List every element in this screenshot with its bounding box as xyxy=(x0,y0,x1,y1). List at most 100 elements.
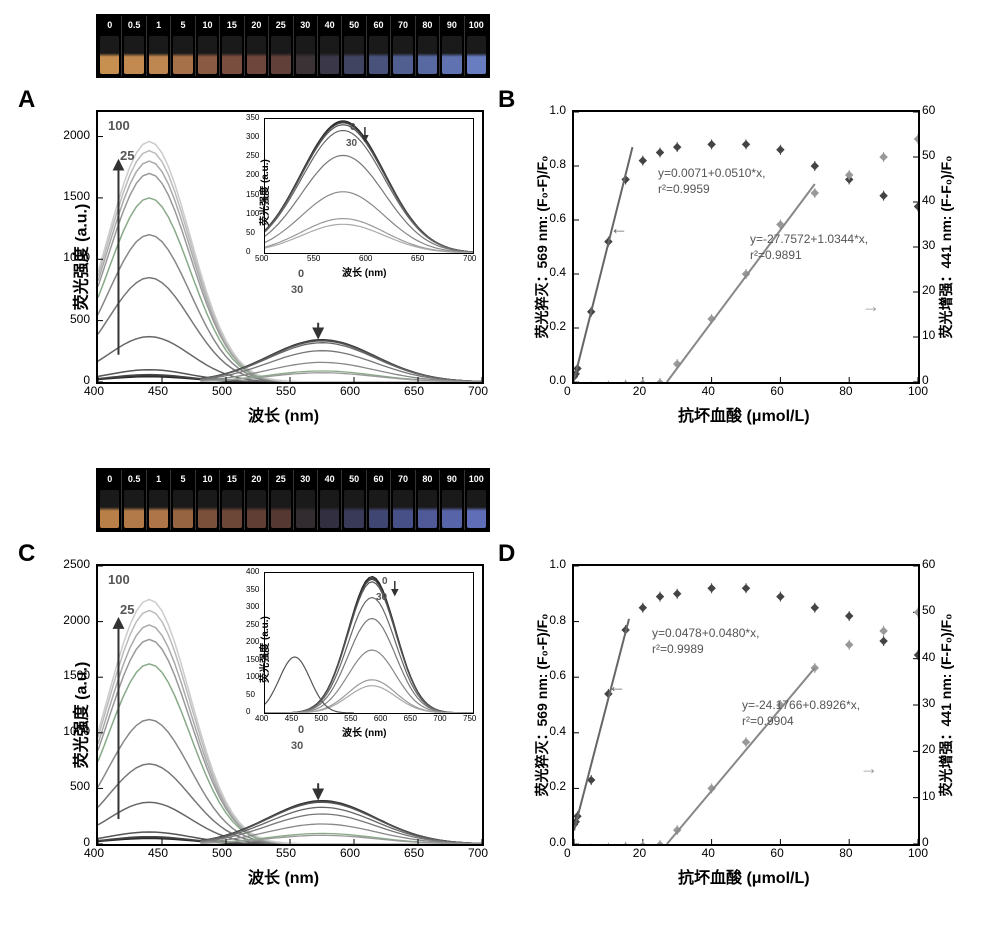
cuvette-cell: 5 xyxy=(171,16,195,76)
x-axis-label: 波长 (nm) xyxy=(248,402,319,426)
cuvette-tube xyxy=(467,490,486,528)
xtick: 700 xyxy=(468,846,488,860)
cuvette-tube xyxy=(393,36,412,74)
ytick-right: 50 xyxy=(922,148,935,162)
y-axis-label-right: 荧光增强：441 nm: (F-F₀)/F₀ xyxy=(936,575,956,835)
ytick-right: 0 xyxy=(922,373,929,387)
cuvette-tube xyxy=(467,36,486,74)
cuvette-cell: 0 xyxy=(98,16,122,76)
cuvette-label: 30 xyxy=(294,16,317,34)
inset-x-label: 波长 (nm) xyxy=(342,264,386,279)
xtick: 500 xyxy=(212,384,232,398)
xtick: 20 xyxy=(633,384,646,398)
xtick: 550 xyxy=(276,384,296,398)
cuvette-label: 60 xyxy=(367,470,390,488)
ytick: 2000 xyxy=(63,613,90,627)
cuvette-tube xyxy=(222,36,241,74)
ytick-right: 40 xyxy=(922,650,935,664)
cuvette-tube xyxy=(247,490,266,528)
xtick: 20 xyxy=(633,846,646,860)
cuvette-tube xyxy=(247,36,266,74)
cuvette-tube xyxy=(442,490,461,528)
ytick-right: 30 xyxy=(922,696,935,710)
cuvette-cell: 0 xyxy=(98,470,122,530)
arrow-left-icon: ← xyxy=(610,218,628,239)
cuvette-cell: 15 xyxy=(220,470,244,530)
cuvette-label: 5 xyxy=(171,470,194,488)
cuvette-tube xyxy=(442,36,461,74)
cuvette-label: 100 xyxy=(465,470,488,488)
cuvette-label: 1 xyxy=(147,470,170,488)
cuvette-tube xyxy=(344,36,363,74)
ytick: 500 xyxy=(70,779,90,793)
cuvette-cell: 20 xyxy=(245,470,269,530)
cuvette-cell: 60 xyxy=(367,470,391,530)
panel-label-C: C xyxy=(18,540,35,568)
inset-ytick: 50 xyxy=(246,228,255,237)
xtick: 60 xyxy=(770,384,783,398)
cuvette-label: 1 xyxy=(147,16,170,34)
cuvette-label: 15 xyxy=(220,16,243,34)
cuvette-cell: 25 xyxy=(269,470,293,530)
inset-xtick: 650 xyxy=(411,254,424,263)
cuvette-cell: 10 xyxy=(196,470,220,530)
panel-label-A: A xyxy=(18,86,35,114)
xtick: 80 xyxy=(839,846,852,860)
inset-xtick: 650 xyxy=(404,714,417,723)
cuvette-tube xyxy=(320,36,339,74)
cuvette-label: 50 xyxy=(342,16,365,34)
cuvette-cell: 1 xyxy=(147,470,171,530)
panel-label-D: D xyxy=(498,540,515,568)
cuvette-tube xyxy=(149,490,168,528)
cuvette-label: 90 xyxy=(440,470,463,488)
xtick: 600 xyxy=(340,846,360,860)
inset-ytick: 350 xyxy=(246,113,259,122)
inset-x-label: 波长 (nm) xyxy=(342,724,386,739)
cuvette-cell: 25 xyxy=(269,16,293,76)
cuvette-label: 5 xyxy=(171,16,194,34)
y-axis-label: 荧光强度 (a.u.) xyxy=(67,662,91,769)
cuvette-cell: 100 xyxy=(465,16,488,76)
cuvette-tube xyxy=(344,490,363,528)
y-axis-label-left: 荧光猝灭：569 nm: (F₀-F)/F₀ xyxy=(532,117,552,377)
cuvette-tube xyxy=(393,490,412,528)
cuvette-label: 80 xyxy=(416,470,439,488)
ytick-right: 10 xyxy=(922,328,935,342)
curve-annotation: 0 xyxy=(298,724,304,736)
arrow-right-icon: → xyxy=(862,296,880,317)
xtick: 550 xyxy=(276,846,296,860)
inset-xtick: 750 xyxy=(463,714,476,723)
cuvette-tube xyxy=(198,490,217,528)
cuvette-cell: 90 xyxy=(440,16,464,76)
cuvette-cell: 50 xyxy=(342,16,366,76)
panel-A-photo-strip: 00.5151015202530405060708090100 xyxy=(96,14,490,78)
cuvette-cell: 20 xyxy=(245,16,269,76)
xtick: 450 xyxy=(148,846,168,860)
curve-annotation: 30 xyxy=(291,740,303,752)
cuvette-label: 70 xyxy=(391,16,414,34)
inset-annotation: 0 xyxy=(350,122,356,133)
cuvette-label: 50 xyxy=(342,470,365,488)
cuvette-tube xyxy=(149,36,168,74)
inset-ytick: 400 xyxy=(246,567,259,576)
ytick: 1500 xyxy=(63,189,90,203)
inset-xtick: 700 xyxy=(433,714,446,723)
xtick: 80 xyxy=(839,384,852,398)
cuvette-cell: 40 xyxy=(318,16,342,76)
cuvette-label: 15 xyxy=(220,470,243,488)
xtick: 650 xyxy=(404,384,424,398)
cuvette-tube xyxy=(100,490,119,528)
cuvette-tube xyxy=(124,36,143,74)
inset-annotation: 0 xyxy=(382,576,388,587)
ytick-right: 40 xyxy=(922,193,935,207)
cuvette-tube xyxy=(222,490,241,528)
cuvette-tube xyxy=(369,490,388,528)
cuvette-label: 70 xyxy=(391,470,414,488)
ytick: 0 xyxy=(83,835,90,849)
cuvette-cell: 60 xyxy=(367,16,391,76)
panel-label-B: B xyxy=(498,86,515,114)
cuvette-label: 0.5 xyxy=(122,470,145,488)
inset-xtick: 500 xyxy=(255,254,268,263)
ytick: 0 xyxy=(83,373,90,387)
inset-ytick: 50 xyxy=(246,690,255,699)
